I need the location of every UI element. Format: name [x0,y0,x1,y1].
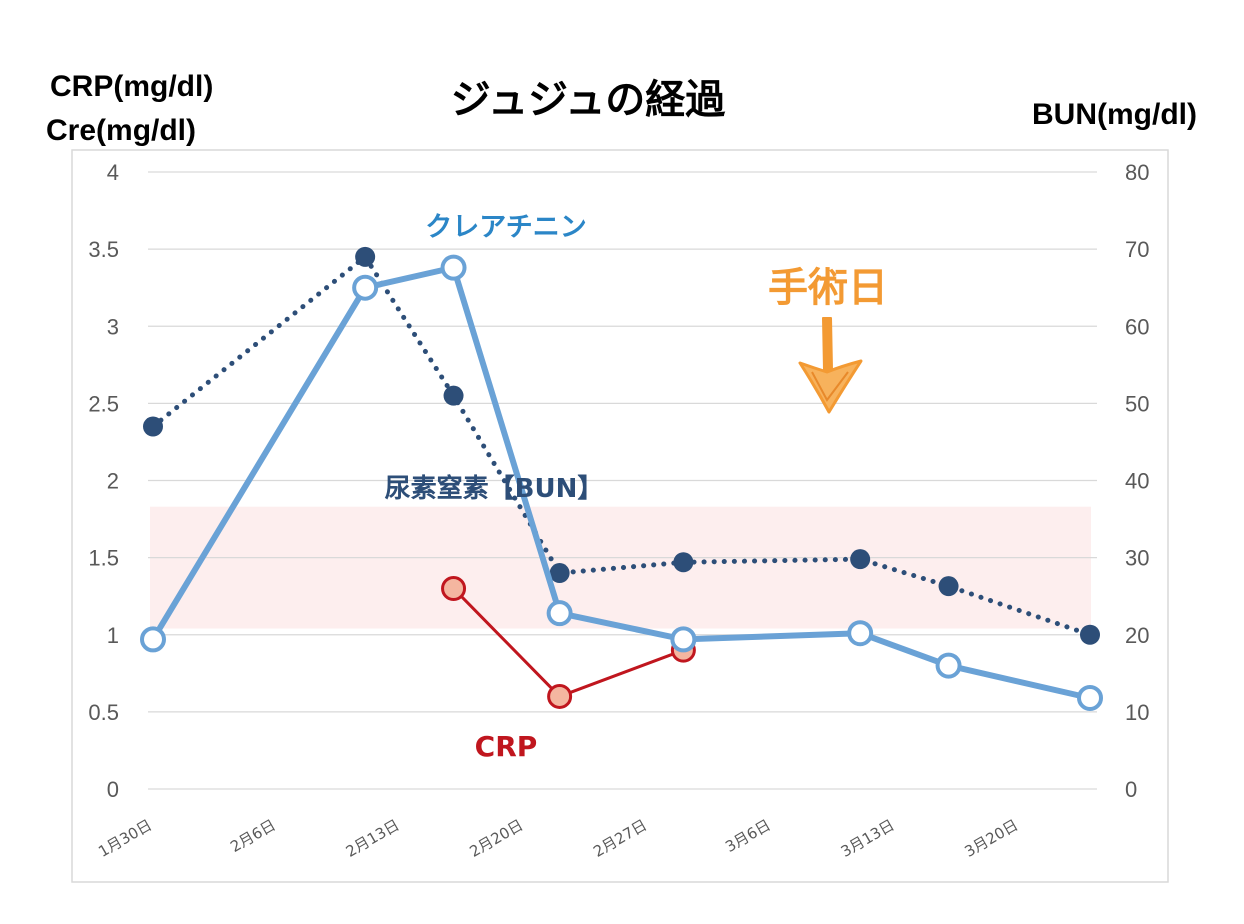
surgery-arrow-icon [798,317,863,414]
plot-frame [71,149,1169,883]
crp-point [441,575,467,601]
chart-title: ジュジュの経過 [451,77,726,123]
crp-point [547,683,573,709]
y-left-tick-label: 1.5 [88,546,119,571]
y-right-tick-label: 0 [1125,777,1137,802]
creatinine-point [352,274,379,301]
creatinine-point [1077,684,1103,711]
surgery-label: 手術日 [768,265,888,311]
bun-point [549,563,570,584]
y-left-tick-label: 1 [107,623,119,648]
y-left-tick-label: 2 [107,469,119,494]
y-right-tick-label: 60 [1125,314,1149,339]
series-layer [140,246,1103,711]
bun-point [1080,624,1100,645]
x-tick-label: 2月6日 [227,816,279,856]
normal-range-band [150,506,1091,629]
creatinine-label: クレアチニン [425,212,586,243]
creatinine-series-line [150,264,1091,701]
crp-label: CRP [475,730,538,763]
y-left-tick-label: 0 [107,777,119,802]
y-left-tick-label: 3.5 [88,237,119,262]
creatinine-point [546,600,573,627]
bun-label: 尿素窒素【BUN】 [385,473,604,504]
creatinine-point [847,620,874,647]
bun-series-line [150,253,1093,638]
y-left-tick-label: 4 [107,160,119,185]
normal-range-band-layer [150,506,1091,629]
y-right-tick-label: 80 [1125,160,1149,185]
y-left-tick-label: 0.5 [88,700,119,725]
y-left-title-crp: CRP(mg/dl) [50,70,213,103]
gridlines [148,171,1097,790]
bun-point [850,549,871,570]
bun-point [143,416,163,437]
y-left-tick-label: 2.5 [88,391,119,416]
bun-point [938,576,959,597]
x-tick-label: 2月27日 [590,816,650,861]
y-right-tick-label: 30 [1125,546,1149,571]
bun-point [443,385,464,406]
creatinine-point [140,626,166,653]
bun-point [355,246,376,267]
y-left-tick-label: 3 [107,314,119,339]
x-tick-label: 3月13日 [838,816,898,861]
x-tick-label: 3月6日 [722,816,774,856]
y-right-title: BUN(mg/dl) [1032,98,1197,131]
y-right-tick-label: 10 [1125,700,1149,725]
y-right-tick-label: 40 [1125,469,1149,494]
creatinine-point [440,254,467,281]
creatinine-point [935,652,962,679]
x-tick-label: 2月20日 [466,816,526,861]
y-left-title-cre: Cre(mg/dl) [46,114,196,147]
bun-point [673,552,694,573]
x-tick-label: 2月13日 [343,816,403,861]
creatinine-point [670,626,697,653]
y-right-tick-label: 50 [1125,391,1149,416]
x-tick-label: 3月20日 [961,816,1021,861]
x-tick-label: 1月30日 [95,816,155,861]
y-right-tick-label: 70 [1125,237,1149,262]
y-right-tick-label: 20 [1125,623,1149,648]
